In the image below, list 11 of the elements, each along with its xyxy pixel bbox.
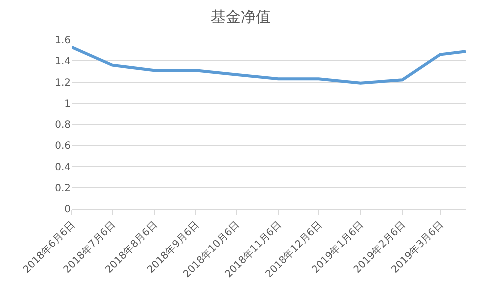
line-series xyxy=(72,46,466,85)
chart-title: 基金净值 xyxy=(211,8,271,26)
y-tick-label: 1.6 xyxy=(55,36,71,46)
y-tick-label: 0 xyxy=(64,204,71,216)
y-tick-label: 1 xyxy=(64,98,71,110)
y-tick-label: 0.8 xyxy=(55,120,71,131)
y-tick-label: 0.4 xyxy=(55,162,71,174)
y-tick-label: 0.2 xyxy=(55,183,71,194)
y-tick-label: 1.4 xyxy=(55,56,71,68)
y-tick-label: 1.2 xyxy=(55,78,71,89)
y-tick-label: 0.6 xyxy=(55,141,71,152)
